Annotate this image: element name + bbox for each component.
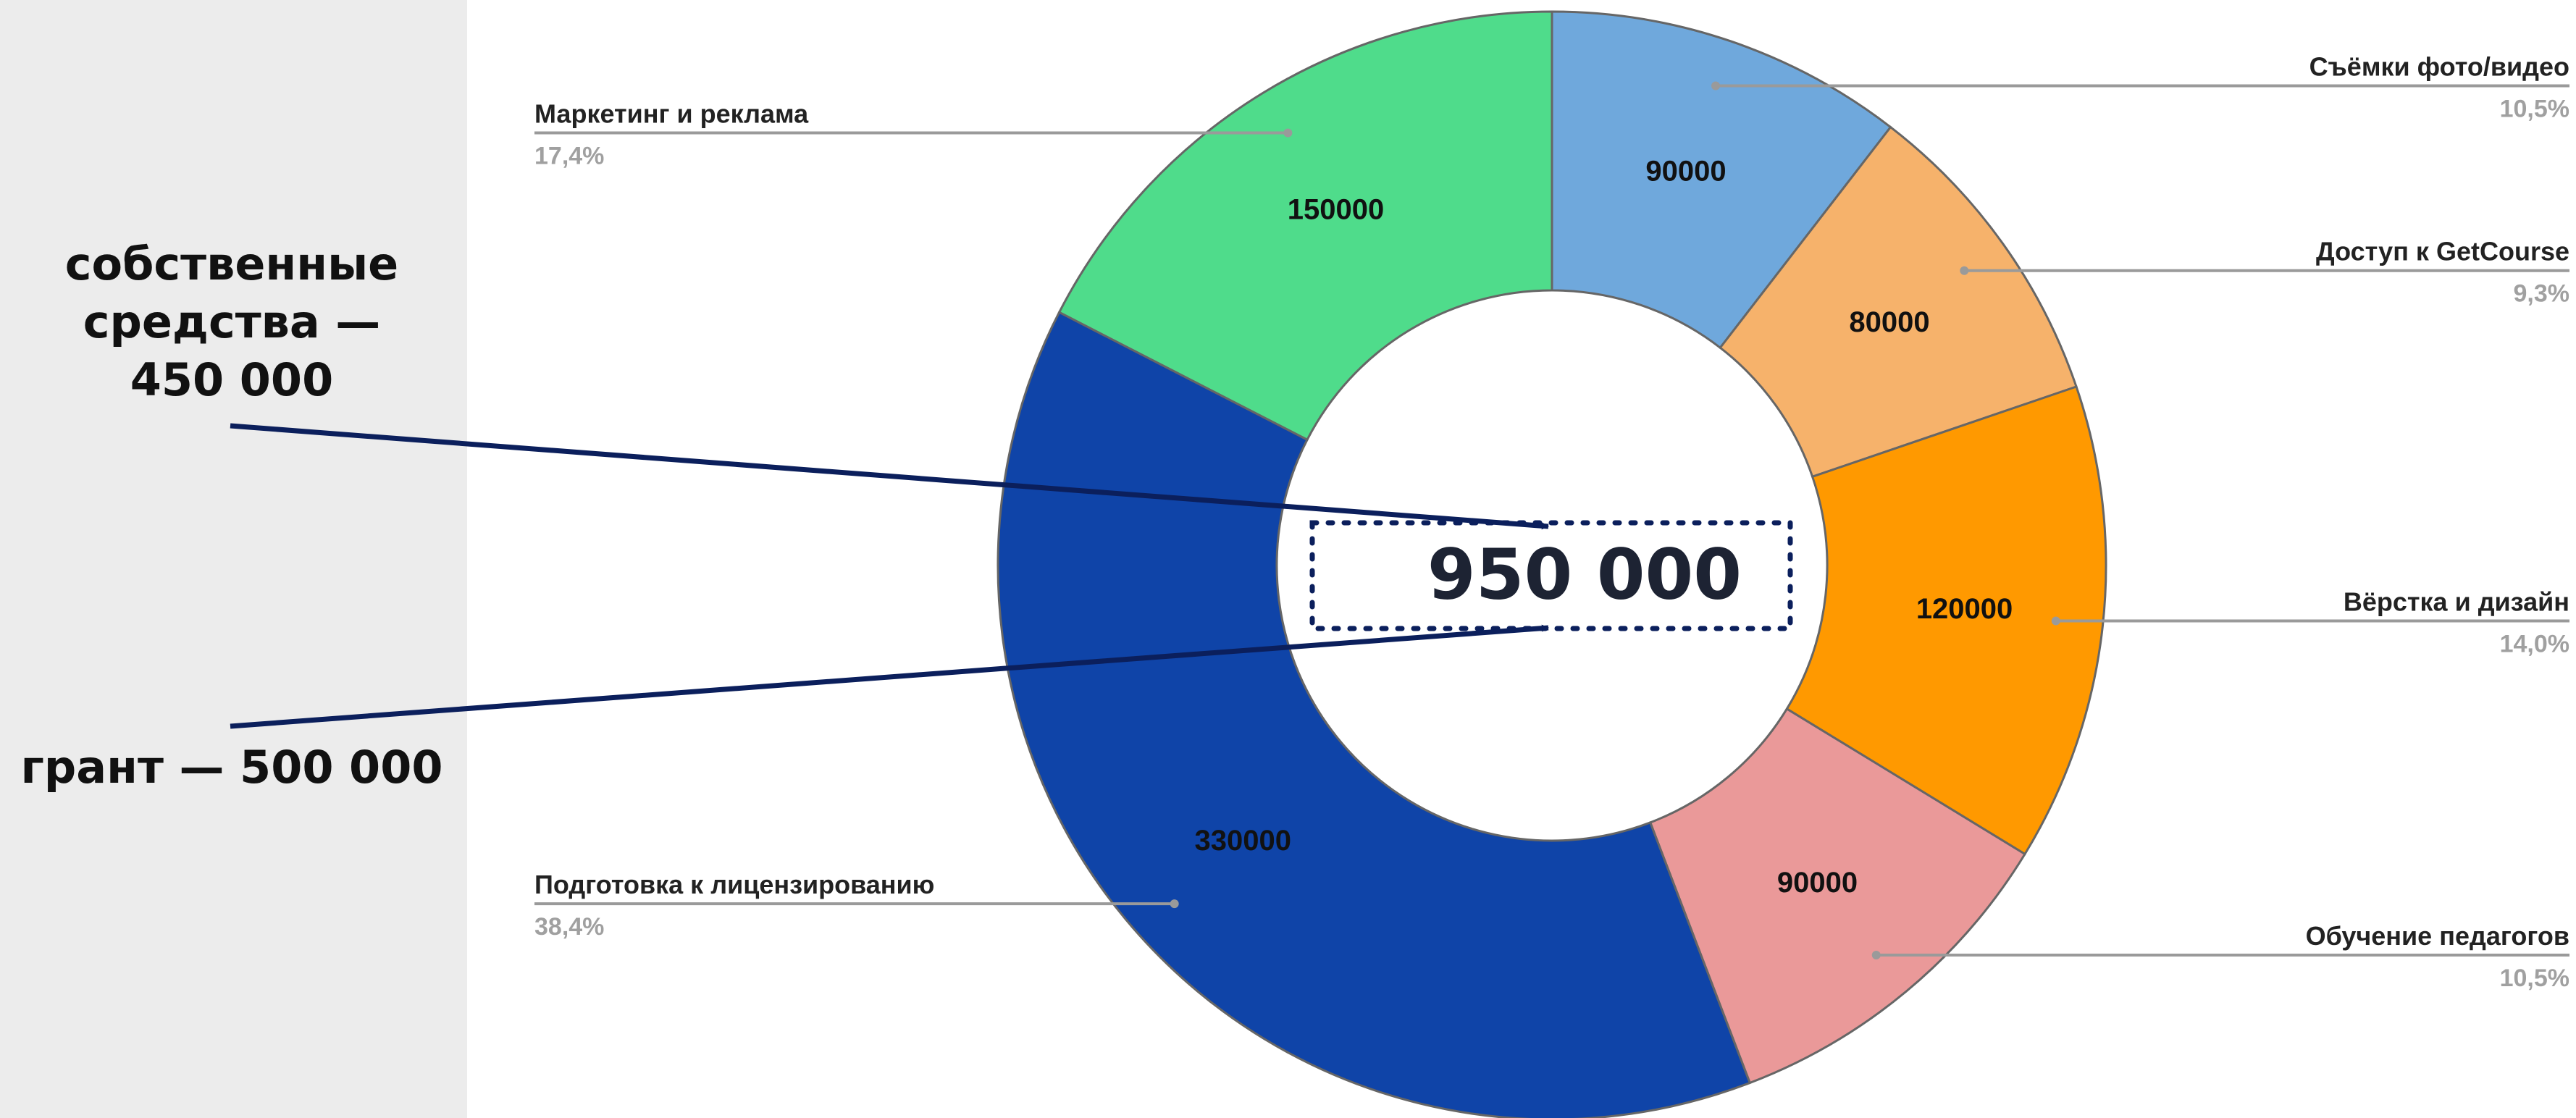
slice-вёрстка-и-дизайн[interactable]	[1785, 385, 2107, 856]
leader-dot-подготовка-к-лицензированию	[1170, 899, 1179, 909]
slice-value-label-доступ-к-getcourse: 80000	[1849, 306, 1929, 338]
slice-percent-label-обучение-педагогов: 10,5%	[2500, 964, 2569, 992]
own-funds-line-3: 450 000	[130, 353, 334, 406]
own-funds-label: собственные средства — 450 000	[29, 235, 435, 409]
slice-value-label-маркетинг-и-реклама: 150000	[1288, 193, 1384, 225]
slice-name-label-доступ-к-getcourse: Доступ к GetCourse	[2316, 237, 2569, 266]
slice-percent-label-съёмки-фото-видео: 10,5%	[2500, 95, 2569, 122]
total-dotted-box	[1309, 520, 1793, 631]
slice-маркетинг-и-реклама[interactable]	[1057, 10, 1553, 442]
slice-value-label-обучение-педагогов: 90000	[1777, 867, 1858, 899]
slice-value-label-съёмки-фото-видео: 90000	[1645, 155, 1726, 187]
slice-percent-label-маркетинг-и-реклама: 17,4%	[534, 142, 604, 169]
leader-dot-маркетинг-и-реклама	[1283, 128, 1293, 138]
own-funds-arrow	[230, 423, 1549, 530]
leader-dot-вёрстка-и-дизайн	[2051, 616, 2060, 626]
slice-percent-label-подготовка-к-лицензированию: 38,4%	[534, 913, 604, 941]
own-funds-line-2: средства —	[83, 295, 381, 348]
slice-name-label-маркетинг-и-реклама: Маркетинг и реклама	[534, 98, 809, 128]
slice-name-label-обучение-педагогов: Обучение педагогов	[2306, 921, 2569, 951]
funding-sources-panel	[0, 0, 467, 1118]
own-funds-line-1: собственные	[64, 238, 399, 290]
total-budget-value: 950 000	[1427, 534, 1742, 615]
leader-dot-доступ-к-getcourse	[1960, 266, 1969, 275]
slice-name-label-вёрстка-и-дизайн: Вёрстка и дизайн	[2344, 587, 2569, 617]
slice-подготовка-к-лицензированию[interactable]	[997, 311, 1752, 1118]
leader-dot-обучение-педагогов	[1871, 951, 1881, 960]
slice-обучение-педагогов[interactable]	[1648, 707, 2027, 1085]
slice-value-label-вёрстка-и-дизайн: 120000	[1916, 593, 2013, 625]
slice-съёмки-фото-видео[interactable]	[1551, 10, 1892, 350]
grant-arrow	[230, 624, 1549, 729]
slice-percent-label-доступ-к-getcourse: 9,3%	[2514, 280, 2570, 308]
slice-labels: 90000 Съёмки фото/видео 10,5% 80000 Доступ к…	[534, 51, 2569, 992]
grant-label: грант — 500 000	[20, 741, 443, 794]
slice-value-label-подготовка-к-лицензированию: 330000	[1195, 825, 1291, 857]
donut-slices	[997, 10, 2107, 1118]
slice-name-label-подготовка-к-лицензированию: Подготовка к лицензированию	[534, 870, 934, 899]
leader-dot-съёмки-фото-видео	[1711, 81, 1721, 91]
slice-name-label-съёмки-фото-видео: Съёмки фото/видео	[2309, 51, 2569, 81]
slice-доступ-к-getcourse[interactable]	[1719, 125, 2078, 479]
slice-percent-label-вёрстка-и-дизайн: 14,0%	[2500, 631, 2569, 658]
